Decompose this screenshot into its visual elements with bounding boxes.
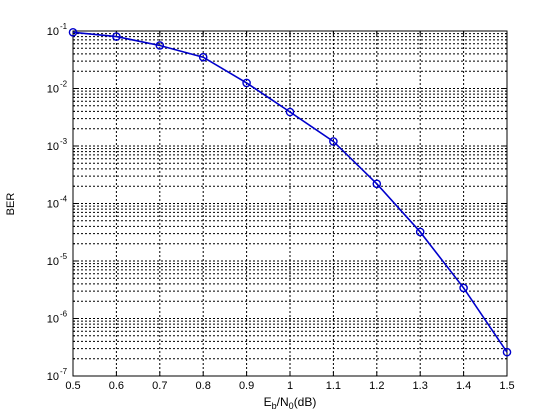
x-axis-label: Eb/N0(dB) [264, 395, 317, 411]
x-tick-label: 1.5 [499, 380, 514, 392]
y-tick-label-exponent: -2 [60, 80, 68, 89]
x-tick-label: 1.1 [326, 380, 341, 392]
x-tick-label: 0.9 [239, 380, 254, 392]
data-point [329, 137, 338, 146]
x-tick-label: 0.5 [65, 380, 80, 392]
y-tick-label: 10 [47, 141, 59, 153]
y-tick-label-exponent: -6 [60, 310, 68, 319]
data-point [155, 41, 165, 50]
series-line [72, 31, 508, 353]
x-tick-label: 0.6 [109, 380, 124, 392]
data-point [285, 107, 295, 117]
x-tick-label: 1.3 [413, 380, 428, 392]
y-tick-label: 10 [47, 84, 59, 96]
grid [73, 31, 507, 376]
data-point [415, 227, 425, 237]
x-tick-label: 1 [287, 380, 293, 392]
y-tick-label: 10 [47, 256, 59, 268]
y-tick-label: 10 [47, 199, 59, 211]
x-axis-label-sub2: 0 [289, 401, 294, 411]
y-tick-label: 10 [47, 26, 59, 38]
y-tick-label-exponent: -1 [60, 22, 68, 31]
x-tick-label: 0.7 [152, 380, 167, 392]
data-point [502, 347, 512, 357]
y-tick-label: 10 [47, 314, 59, 326]
data-point [372, 179, 382, 189]
x-tick-label: 1.2 [369, 380, 384, 392]
y-tick-label-exponent: -4 [60, 195, 68, 204]
y-tick-label-exponent: -3 [60, 137, 68, 146]
data-point [242, 78, 251, 88]
data-point [112, 32, 121, 41]
x-axis-label-tail: (dB) [294, 395, 317, 409]
x-axis-label-mid: /N [277, 395, 289, 409]
x-axis-label-base: E [264, 395, 272, 409]
y-tick-label-exponent: -5 [60, 252, 68, 261]
series-layer [68, 27, 512, 357]
ticks: 0.5 0.6 0.7 0.8 0.9 1 1.1 1.2 1.3 1.4 1.510 -710 -61… [47, 22, 515, 392]
data-point [198, 52, 208, 62]
y-tick-label-exponent: -7 [60, 367, 68, 376]
y-axis-label: BER [5, 193, 17, 216]
y-tick-label: 10 [47, 371, 59, 383]
x-tick-label: 1.4 [456, 380, 471, 392]
data-point [68, 27, 78, 37]
x-axis-label-sub1: b [272, 401, 277, 411]
x-tick-label: 0.8 [196, 380, 211, 392]
data-point [459, 283, 468, 293]
